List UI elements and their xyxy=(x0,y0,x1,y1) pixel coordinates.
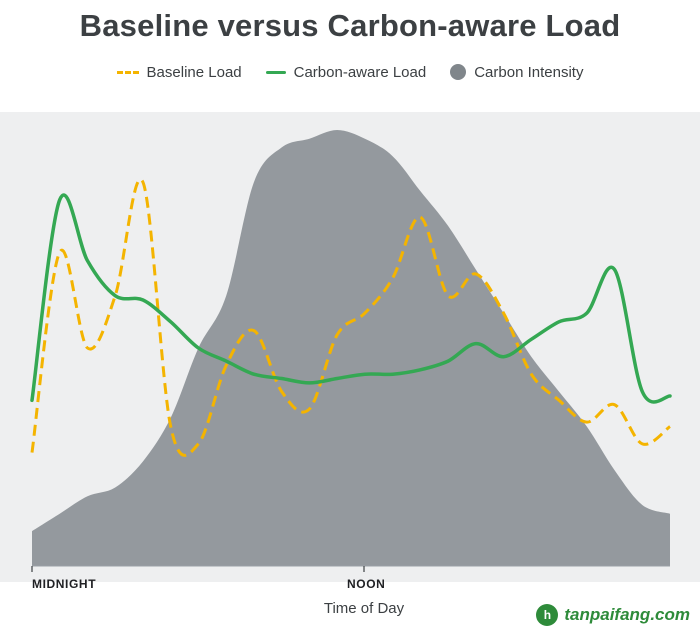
chart-title: Baseline versus Carbon-aware Load xyxy=(79,8,621,43)
legend: Baseline Load Carbon-aware Load Carbon I… xyxy=(0,60,700,84)
legend-swatch-carbon-aware-load xyxy=(265,70,286,74)
legend-item-baseline-load: Baseline Load xyxy=(116,63,242,81)
legend-swatch-carbon-intensity xyxy=(450,64,467,80)
legend-item-carbon-intensity: Carbon Intensity xyxy=(450,64,583,81)
legend-swatch-baseline-load xyxy=(116,70,139,74)
watermark-text: tanpaifang.com xyxy=(564,605,690,624)
carbon-intensity-area xyxy=(32,130,670,566)
legend-label-carbon-aware-load: Carbon-aware Load xyxy=(293,63,427,81)
x-tick-label-noon: NOON xyxy=(347,577,386,591)
legend-item-carbon-aware-load: Carbon-aware Load xyxy=(265,63,427,81)
carbon-aware-load-line xyxy=(30,193,672,404)
watermark: h tanpaifang.com xyxy=(536,604,690,626)
legend-label-carbon-intensity: Carbon Intensity xyxy=(474,63,584,81)
baseline-load-line xyxy=(30,177,671,457)
legend-label-baseline-load: Baseline Load xyxy=(146,63,242,81)
x-tick-label-midnight: MIDNIGHT xyxy=(32,577,97,591)
watermark-logo-icon: h xyxy=(536,604,559,626)
x-axis-label: Time of Day xyxy=(323,600,405,617)
